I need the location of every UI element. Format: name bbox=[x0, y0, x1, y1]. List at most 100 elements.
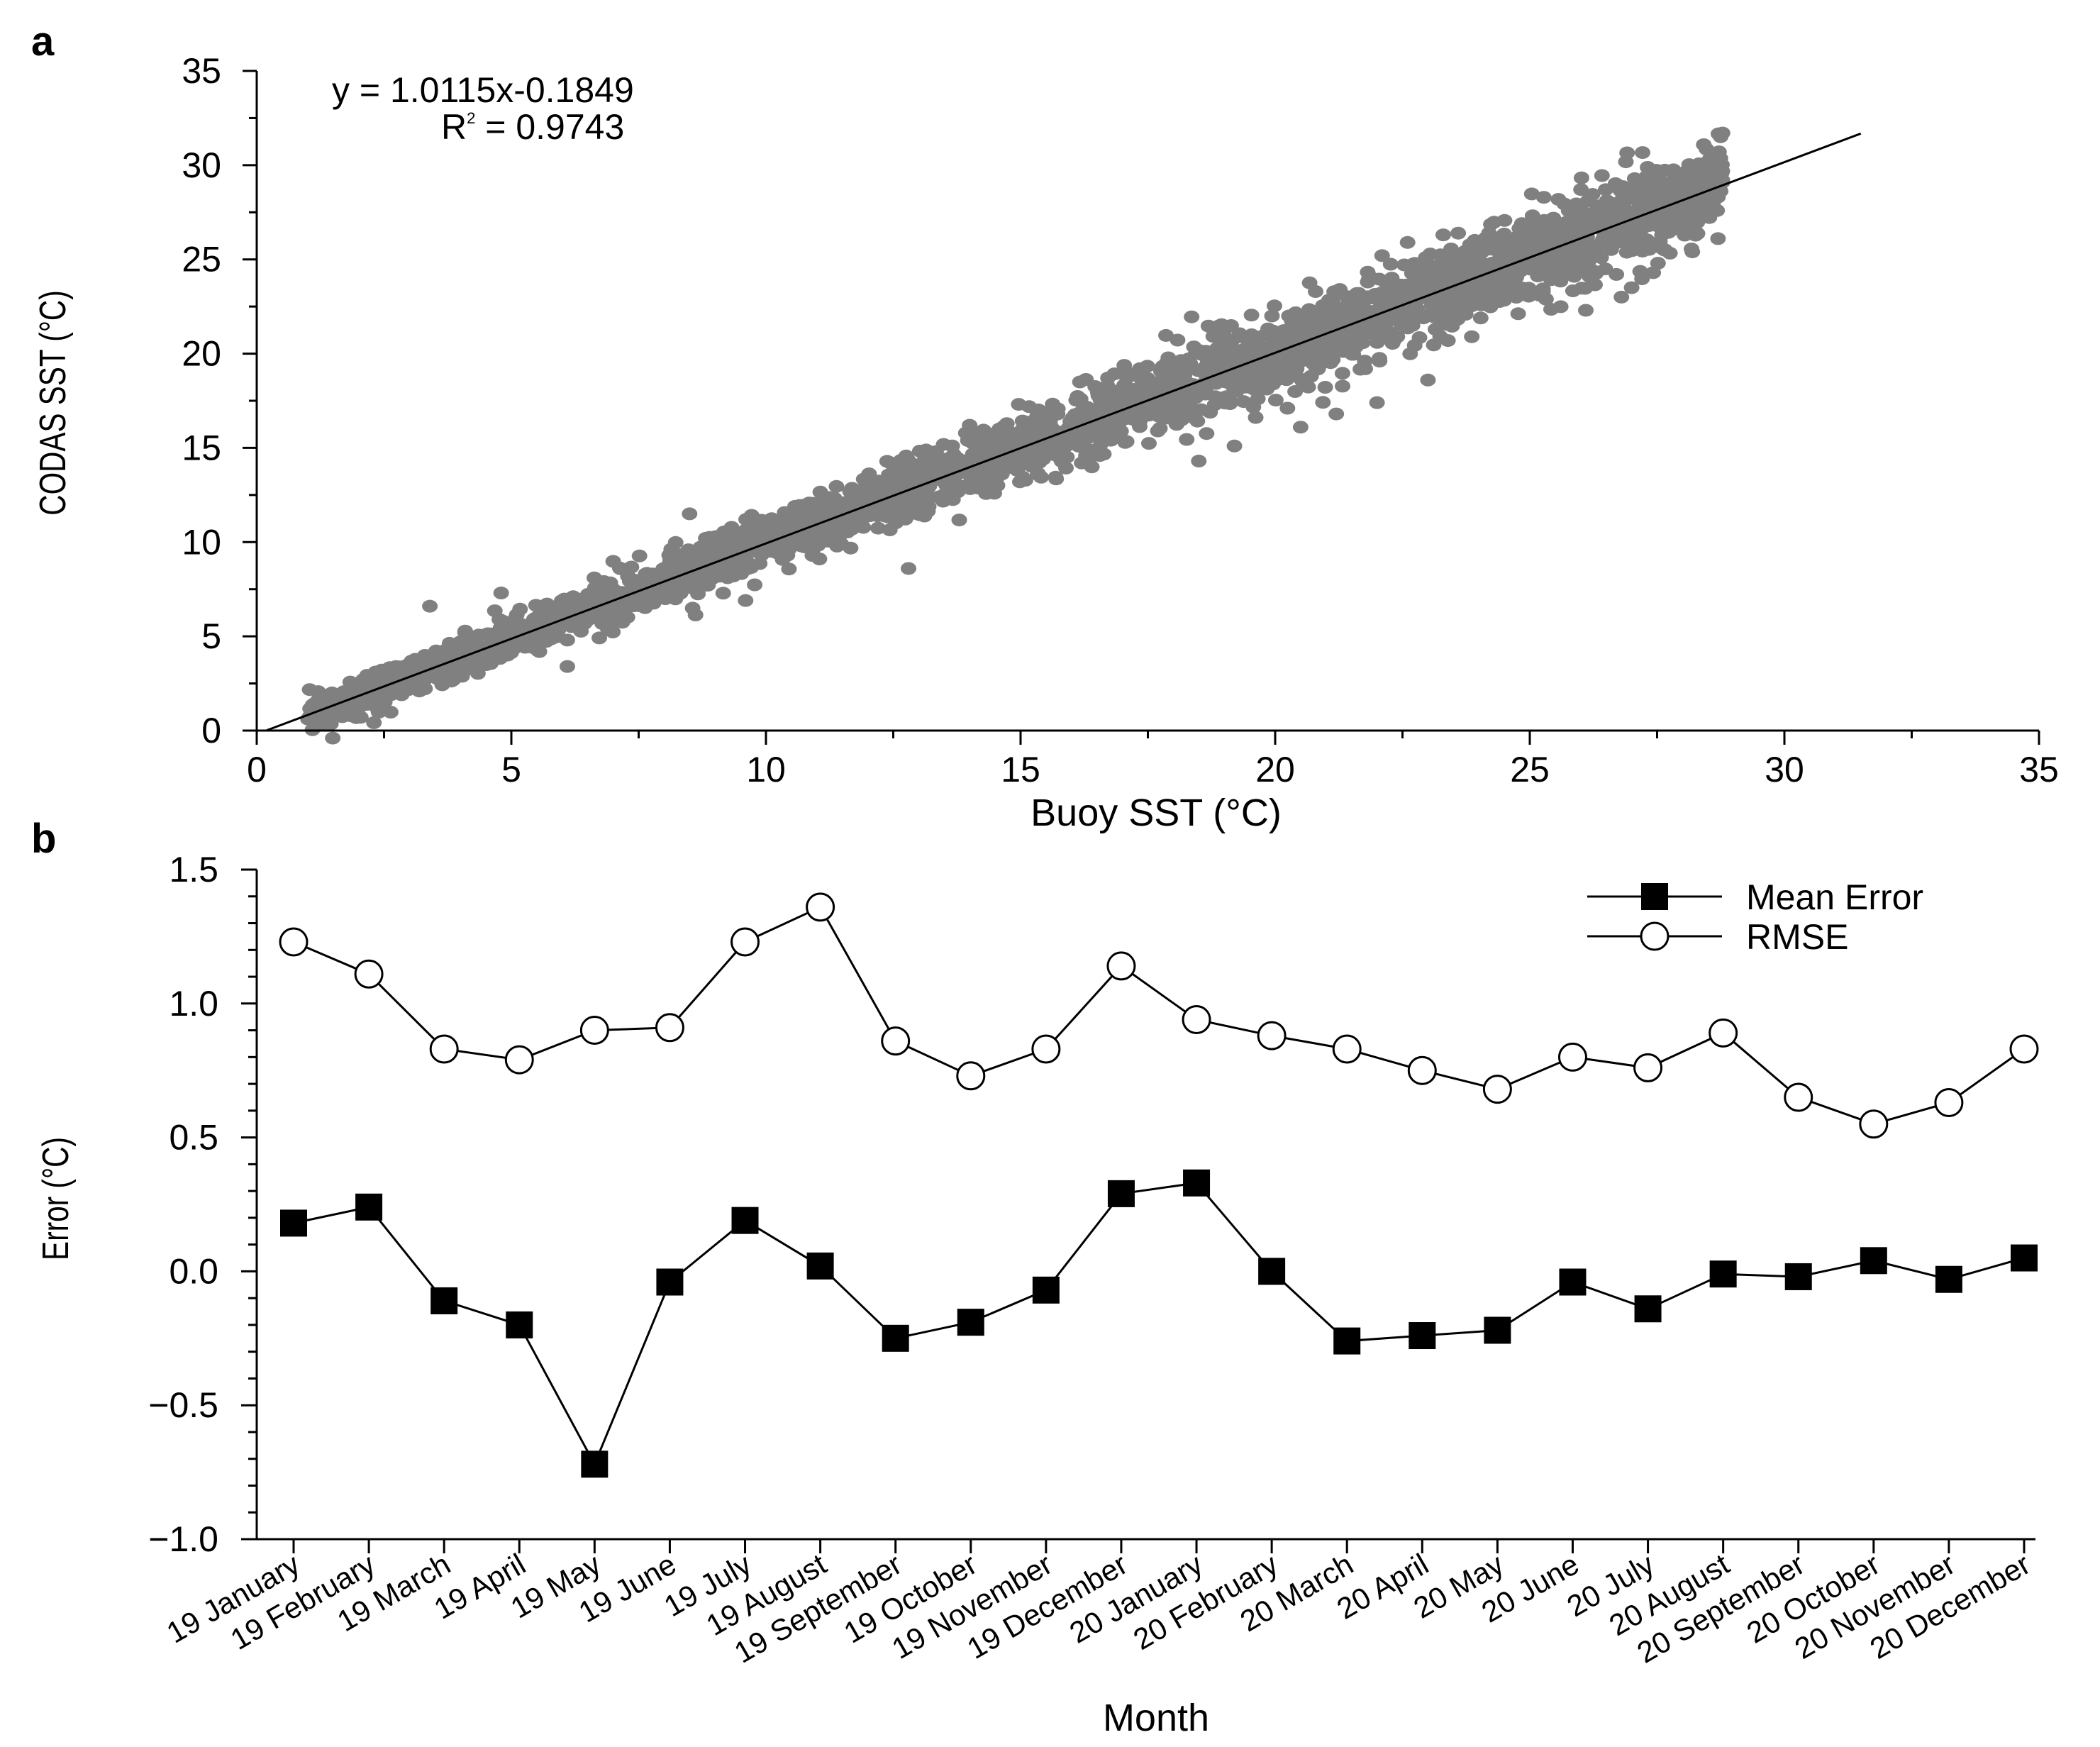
point-rmse bbox=[1633, 1053, 1663, 1082]
scatter-point bbox=[1050, 450, 1067, 463]
scatter-point bbox=[894, 460, 910, 474]
scatter-point bbox=[1710, 184, 1726, 197]
y-axis-title: CODAS SST (°C) bbox=[32, 290, 73, 515]
scatter-points bbox=[300, 126, 1730, 745]
scatter-point bbox=[774, 553, 791, 566]
scatter-point bbox=[1512, 265, 1528, 278]
x-tick-label: 10 bbox=[746, 750, 786, 789]
scatter-point bbox=[1570, 219, 1586, 233]
scatter-point bbox=[1626, 224, 1642, 238]
scatter-point bbox=[1195, 387, 1211, 399]
point-mean-error bbox=[355, 1193, 383, 1221]
scatter-point bbox=[1184, 310, 1200, 323]
scatter-outlier bbox=[1420, 373, 1436, 387]
scatter-outlier bbox=[1226, 439, 1243, 453]
scatter-point bbox=[456, 665, 472, 678]
scatter-point bbox=[1535, 191, 1552, 204]
point-mean-error bbox=[1484, 1316, 1511, 1344]
x-axis-title-month: Month bbox=[1103, 1697, 1209, 1739]
legend: Mean Error RMSE bbox=[1587, 877, 1923, 957]
scatter-point bbox=[715, 587, 731, 600]
scatter-point bbox=[1589, 213, 1606, 226]
scatter-point bbox=[1365, 291, 1382, 304]
scatter-outlier bbox=[1191, 455, 1207, 468]
scatter-point bbox=[1159, 356, 1175, 370]
scatter-point bbox=[930, 490, 947, 504]
scatter-point bbox=[1521, 238, 1537, 252]
scatter-point bbox=[619, 611, 635, 624]
scatter-point bbox=[1705, 199, 1721, 212]
scatter-point bbox=[591, 631, 607, 645]
scatter-point bbox=[1050, 407, 1066, 421]
point-mean-error bbox=[731, 1207, 759, 1234]
scatter-point bbox=[994, 467, 1010, 481]
scatter-point bbox=[1301, 276, 1318, 289]
scatter-point bbox=[1635, 146, 1650, 160]
point-mean-error bbox=[957, 1309, 984, 1336]
scatter-point bbox=[1695, 211, 1711, 223]
point-rmse bbox=[1332, 1034, 1362, 1064]
x-tick-label: 15 bbox=[1001, 750, 1040, 789]
x-tick-label: 25 bbox=[1510, 750, 1550, 789]
scatter-point bbox=[1335, 379, 1350, 393]
scatter-point bbox=[453, 648, 470, 661]
scatter-point bbox=[1267, 394, 1284, 407]
scatter-point bbox=[1589, 240, 1606, 253]
scatter-point bbox=[1088, 445, 1104, 459]
scatter-point bbox=[1207, 390, 1223, 404]
scatter-point bbox=[1279, 401, 1296, 415]
scatter-point bbox=[855, 521, 872, 534]
scatter-outlier bbox=[1613, 290, 1630, 304]
scatter-outlier bbox=[1399, 235, 1416, 249]
scatter-point bbox=[1601, 224, 1616, 238]
point-mean-error bbox=[1634, 1295, 1662, 1323]
scatter-point bbox=[1012, 475, 1028, 489]
scatter-point bbox=[1606, 197, 1622, 211]
scatter-point bbox=[1226, 377, 1243, 391]
scatter-point bbox=[561, 594, 577, 608]
point-mean-error bbox=[2011, 1244, 2038, 1272]
scatter-point bbox=[534, 602, 550, 615]
scatter-point bbox=[1315, 396, 1331, 409]
scatter-point bbox=[1567, 245, 1583, 259]
y-tick-label: 0.0 bbox=[169, 1251, 218, 1291]
scatter-point bbox=[951, 514, 967, 527]
point-mean-error bbox=[1333, 1327, 1361, 1355]
scatter-outlier bbox=[1577, 304, 1594, 317]
scatter-point bbox=[1650, 257, 1666, 270]
scatter-point bbox=[1510, 307, 1526, 321]
scatter-point bbox=[972, 475, 989, 488]
scatter-point bbox=[995, 427, 1011, 440]
scatter-point bbox=[1072, 375, 1088, 389]
scatter-point bbox=[1058, 461, 1074, 475]
scatter-point bbox=[1567, 265, 1584, 278]
scatter-point bbox=[1408, 309, 1424, 323]
point-mean-error bbox=[280, 1209, 307, 1237]
scatter-point bbox=[1345, 297, 1362, 311]
scatter-point bbox=[673, 560, 689, 574]
scatter-point bbox=[974, 429, 991, 443]
scatter-point bbox=[804, 544, 821, 558]
scatter-point bbox=[1710, 232, 1726, 245]
scatter-point bbox=[1150, 424, 1166, 438]
r-squared-label: R2 = 0.9743 bbox=[441, 107, 624, 147]
y-tick-label: 30 bbox=[182, 145, 221, 185]
scatter-point bbox=[1153, 405, 1170, 418]
scatter-point bbox=[1521, 289, 1537, 303]
scatter-outlier bbox=[962, 418, 978, 432]
y-tick-label: 1.5 bbox=[169, 850, 218, 889]
scatter-point bbox=[457, 624, 473, 638]
scatter-point bbox=[1011, 398, 1027, 411]
scatter-point bbox=[1202, 406, 1218, 419]
scatter-point bbox=[1422, 248, 1438, 261]
scatter-point bbox=[1509, 248, 1526, 262]
scatter-point bbox=[1543, 273, 1559, 287]
scatter-point bbox=[1707, 170, 1723, 184]
point-rmse bbox=[881, 1026, 911, 1056]
scatter-point bbox=[1013, 428, 1030, 442]
scatter-point bbox=[1676, 180, 1691, 194]
point-rmse bbox=[956, 1061, 986, 1091]
legend-marker-mean-error bbox=[1641, 883, 1668, 910]
scatter-point bbox=[723, 521, 740, 534]
